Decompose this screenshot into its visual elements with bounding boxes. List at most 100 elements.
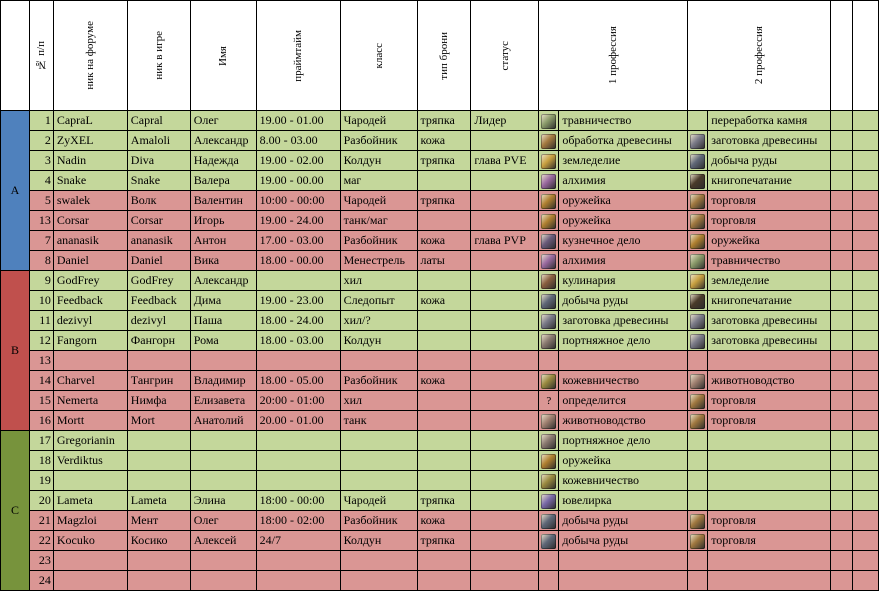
extra-cell[interactable] <box>830 270 854 291</box>
extra-cell[interactable] <box>852 490 879 511</box>
primetime-cell[interactable] <box>255 350 341 371</box>
prof1-icon-cell[interactable]: ? <box>538 390 560 411</box>
prof2-cell[interactable] <box>707 550 832 571</box>
class-cell[interactable]: танк <box>339 410 418 431</box>
class-cell[interactable]: Колдун <box>339 530 418 551</box>
forum-nick-cell[interactable]: Mortt <box>52 410 128 431</box>
prof1-cell[interactable]: алхимия <box>558 250 689 271</box>
game-nick-cell[interactable] <box>126 570 191 591</box>
game-nick-cell[interactable]: Capral <box>126 110 191 131</box>
prof1-icon-cell[interactable] <box>538 410 560 431</box>
armor-cell[interactable]: латы <box>416 250 472 271</box>
game-nick-cell[interactable] <box>126 350 191 371</box>
prof1-icon-cell[interactable] <box>538 210 560 231</box>
row-number[interactable]: 4 <box>28 170 54 191</box>
status-cell[interactable] <box>470 350 540 371</box>
armor-cell[interactable]: тряпка <box>416 190 472 211</box>
extra-cell[interactable] <box>830 310 854 331</box>
name-cell[interactable] <box>189 450 257 471</box>
primetime-cell[interactable]: 18.00 - 03.00 <box>255 330 341 351</box>
prof1-cell[interactable]: добыча руды <box>558 510 689 531</box>
prof1-icon-cell[interactable] <box>538 250 560 271</box>
extra-cell[interactable] <box>830 370 854 391</box>
prof1-cell[interactable]: оружейка <box>558 210 689 231</box>
extra-cell[interactable] <box>830 490 854 511</box>
game-nick-cell[interactable] <box>126 470 191 491</box>
primetime-cell[interactable]: 18:00 - 02:00 <box>255 510 341 531</box>
prof2-cell[interactable] <box>707 450 832 471</box>
row-number[interactable]: 22 <box>28 530 54 551</box>
name-cell[interactable]: Игорь <box>189 210 257 231</box>
name-cell[interactable]: Олег <box>189 510 257 531</box>
armor-cell[interactable] <box>416 450 472 471</box>
status-cell[interactable] <box>470 470 540 491</box>
prof2-icon-cell[interactable] <box>687 250 709 271</box>
armor-cell[interactable]: кожа <box>416 290 472 311</box>
game-nick-cell[interactable] <box>126 550 191 571</box>
extra-cell[interactable] <box>852 250 879 271</box>
prof2-icon-cell[interactable] <box>687 290 709 311</box>
extra-cell[interactable] <box>852 550 879 571</box>
armor-cell[interactable] <box>416 330 472 351</box>
extra-cell[interactable] <box>830 570 854 591</box>
primetime-cell[interactable]: 18.00 - 24.00 <box>255 310 341 331</box>
prof1-cell[interactable]: определится <box>558 390 689 411</box>
game-nick-cell[interactable]: Feedback <box>126 290 191 311</box>
armor-cell[interactable]: тряпка <box>416 530 472 551</box>
status-cell[interactable] <box>470 570 540 591</box>
class-cell[interactable]: Разбойник <box>339 230 418 251</box>
game-nick-cell[interactable]: Snake <box>126 170 191 191</box>
prof1-icon-cell[interactable] <box>538 170 560 191</box>
header-extra-1[interactable] <box>830 0 854 111</box>
armor-cell[interactable] <box>416 390 472 411</box>
prof2-cell[interactable]: травничество <box>707 250 832 271</box>
game-nick-cell[interactable]: Lameta <box>126 490 191 511</box>
primetime-cell[interactable]: 19.00 - 24.00 <box>255 210 341 231</box>
forum-nick-cell[interactable]: Kocuko <box>52 530 128 551</box>
prof1-icon-cell[interactable] <box>538 190 560 211</box>
prof2-icon-cell[interactable] <box>687 510 709 531</box>
status-cell[interactable] <box>470 250 540 271</box>
name-cell[interactable]: Вика <box>189 250 257 271</box>
extra-cell[interactable] <box>852 410 879 431</box>
primetime-cell[interactable] <box>255 550 341 571</box>
class-cell[interactable]: Разбойник <box>339 130 418 151</box>
primetime-cell[interactable]: 19.00 - 02.00 <box>255 150 341 171</box>
extra-cell[interactable] <box>852 190 879 211</box>
extra-cell[interactable] <box>852 510 879 531</box>
forum-nick-cell[interactable]: Feedback <box>52 290 128 311</box>
class-cell[interactable] <box>339 550 418 571</box>
row-number[interactable]: 16 <box>28 410 54 431</box>
status-cell[interactable] <box>470 210 540 231</box>
armor-cell[interactable]: тряпка <box>416 110 472 131</box>
row-number[interactable]: 10 <box>28 290 54 311</box>
prof2-icon-cell[interactable] <box>687 490 709 511</box>
forum-nick-cell[interactable]: swalek <box>52 190 128 211</box>
class-cell[interactable] <box>339 570 418 591</box>
row-number[interactable]: 24 <box>28 570 54 591</box>
row-number[interactable]: 7 <box>28 230 54 251</box>
game-nick-cell[interactable]: Diva <box>126 150 191 171</box>
extra-cell[interactable] <box>830 550 854 571</box>
extra-cell[interactable] <box>830 230 854 251</box>
extra-cell[interactable] <box>830 410 854 431</box>
game-nick-cell[interactable]: Косико <box>126 530 191 551</box>
extra-cell[interactable] <box>852 430 879 451</box>
extra-cell[interactable] <box>852 310 879 331</box>
prof2-cell[interactable]: торговля <box>707 510 832 531</box>
name-cell[interactable]: Валера <box>189 170 257 191</box>
game-nick-cell[interactable]: Мент <box>126 510 191 531</box>
row-number[interactable]: 2 <box>28 130 54 151</box>
game-nick-cell[interactable] <box>126 450 191 471</box>
prof1-cell[interactable]: добыча руды <box>558 290 689 311</box>
header-prof2[interactable]: 2 профессия <box>687 0 832 111</box>
class-cell[interactable]: Следопыт <box>339 290 418 311</box>
primetime-cell[interactable] <box>255 570 341 591</box>
class-cell[interactable]: танк/маг <box>339 210 418 231</box>
class-cell[interactable]: Разбойник <box>339 510 418 531</box>
prof2-cell[interactable] <box>707 350 832 371</box>
group-label-cell[interactable]: C <box>0 430 30 591</box>
name-cell[interactable]: Рома <box>189 330 257 351</box>
prof2-cell[interactable]: заготовка древесины <box>707 310 832 331</box>
forum-nick-cell[interactable]: Nadin <box>52 150 128 171</box>
